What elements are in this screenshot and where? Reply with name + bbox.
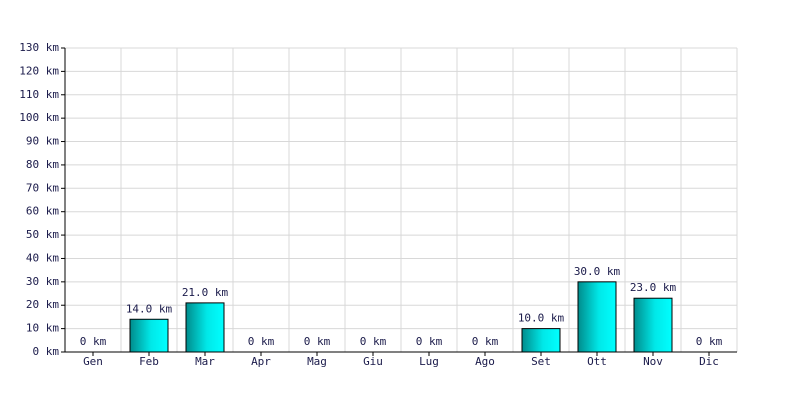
x-tick-label: Mar [195, 355, 215, 368]
x-tick-label: Giu [363, 355, 383, 368]
data-label: 0 km [416, 335, 443, 348]
bar [521, 328, 561, 353]
data-label: 23.0 km [630, 281, 677, 294]
y-tick-label: 10 km [26, 322, 59, 335]
x-tick-label: Apr [251, 355, 271, 368]
bar [185, 302, 225, 353]
x-tick-label: Lug [419, 355, 439, 368]
x-tick-label: Gen [83, 355, 103, 368]
x-tick-label: Ott [587, 355, 607, 368]
y-tick-label: 90 km [26, 135, 59, 148]
data-label: 14.0 km [126, 302, 173, 315]
data-label: 0 km [472, 335, 499, 348]
bar [577, 281, 617, 353]
bar [129, 318, 169, 353]
x-tick-label: Set [531, 355, 551, 368]
y-tick-label: 0 km [33, 345, 60, 358]
y-tick-label: 110 km [19, 88, 59, 101]
y-tick-label: 40 km [26, 251, 59, 264]
y-tick-label: 70 km [26, 181, 59, 194]
data-label: 0 km [696, 335, 723, 348]
y-tick-label: 80 km [26, 158, 59, 171]
y-tick-label: 130 km [19, 41, 59, 54]
y-tick-label: 50 km [26, 228, 59, 241]
x-tick-label: Mag [307, 355, 327, 368]
data-label: 10.0 km [518, 312, 565, 325]
x-tick-label: Ago [475, 355, 495, 368]
data-label: 30.0 km [574, 265, 621, 278]
data-label: 0 km [80, 335, 107, 348]
x-tick-label: Feb [139, 355, 159, 368]
x-tick-label: Nov [643, 355, 663, 368]
y-tick-label: 100 km [19, 111, 59, 124]
data-label: 0 km [248, 335, 275, 348]
bar [633, 297, 673, 353]
y-tick-label: 20 km [26, 298, 59, 311]
x-tick-label: Dic [699, 355, 719, 368]
data-label: 0 km [304, 335, 331, 348]
y-tick-label: 120 km [19, 64, 59, 77]
data-label: 0 km [360, 335, 387, 348]
y-tick-label: 60 km [26, 205, 59, 218]
data-label: 21.0 km [182, 286, 229, 299]
y-tick-label: 30 km [26, 275, 59, 288]
